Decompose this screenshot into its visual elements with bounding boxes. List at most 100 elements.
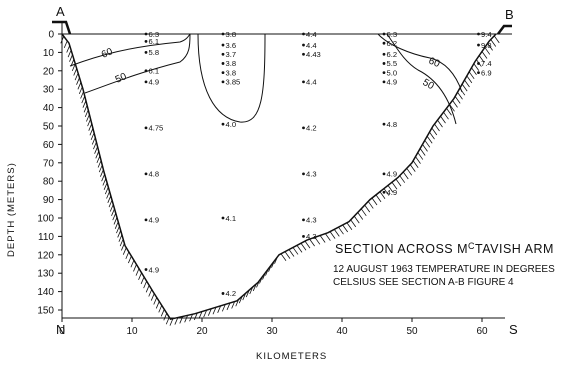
station-readings: 6.36.15.86.14.94.754.84.94.93.83.63.73.8…: [144, 30, 492, 298]
reading-label: 3.7: [226, 50, 237, 59]
label-a: A: [56, 4, 65, 19]
reading-label: 5.0: [387, 68, 398, 77]
reading-dot: [302, 218, 305, 222]
reading-dot: [144, 172, 148, 176]
reading-dot: [144, 69, 148, 73]
reading-label: 4.43: [306, 50, 321, 59]
reading-dot: [382, 32, 386, 36]
reading-dot: [221, 62, 225, 65]
reading-label: 4.4: [306, 30, 317, 39]
reading-point: 4.2: [302, 124, 317, 133]
reading-label: 4.8: [149, 170, 160, 179]
reading-label: 4.0: [226, 120, 237, 129]
reading-dot: [382, 80, 386, 84]
reading-point: 4.4: [302, 30, 317, 39]
isotherm-right-60: [377, 33, 463, 93]
bottom-profile: [60, 33, 500, 326]
reading-label: 6.2: [387, 39, 398, 48]
y-tick-label: 30: [43, 85, 55, 96]
reading-dot: [302, 32, 305, 36]
reading-label: 4.9: [149, 78, 160, 87]
reading-point: 5.0: [382, 68, 398, 77]
reading-point: 4.9: [382, 170, 398, 179]
reading-dot: [382, 190, 386, 194]
reading-label: 6.1: [149, 37, 160, 46]
reading-point: 4.1: [221, 214, 236, 223]
reading-dot: [302, 126, 305, 130]
reading-point: 4.9: [382, 78, 397, 87]
reading-point: 4.9: [382, 188, 397, 197]
reading-label: 4.2: [226, 289, 237, 298]
reading-label: 6.3: [149, 30, 160, 39]
reading-dot: [302, 52, 305, 56]
reading-point: 3.8: [221, 68, 237, 77]
reading-dot: [221, 216, 225, 220]
y-tick-label: 40: [43, 103, 55, 114]
reading-point: 4.9: [144, 216, 160, 225]
reading-point: 4.0: [221, 120, 237, 129]
y-tick-label: 110: [38, 232, 54, 243]
reading-label: 3.8: [226, 68, 237, 77]
reading-point: 4.9: [144, 78, 160, 87]
y-tick-label: 100: [37, 214, 54, 225]
reading-point: 3.7: [221, 50, 237, 59]
reading-label: 3.6: [226, 41, 237, 50]
reading-dot: [144, 80, 148, 84]
reading-dot: [302, 80, 305, 84]
reading-label: 5.8: [149, 48, 160, 57]
reading-dot: [382, 172, 386, 176]
reading-point: 4.8: [144, 170, 160, 179]
reading-label: 5.5: [387, 59, 398, 68]
right-cap: [497, 24, 512, 35]
isotherm-left-60: [69, 33, 191, 67]
reading-label: 4.2: [306, 124, 317, 133]
isotherm-label-left-50: 50: [114, 71, 129, 86]
reading-label: 7.4: [481, 59, 492, 68]
y-tick-labels: 0 10 20 30 40 50 60 70 80 90 100 110 120 130 140 150: [37, 30, 62, 317]
reading-dot: [144, 268, 148, 271]
reading-point: 6.2: [382, 39, 398, 48]
reading-label: 4.9: [149, 216, 160, 225]
reading-dot: [144, 218, 148, 222]
reading-point: 4.8: [382, 120, 397, 129]
y-tick-label: 20: [43, 66, 55, 77]
label-n: N: [56, 322, 65, 337]
x-tick-label: 40: [336, 326, 348, 337]
reading-dot: [221, 52, 225, 56]
reading-point: 4.75: [144, 124, 163, 133]
x-tick-label: 30: [266, 326, 278, 337]
reading-dot: [221, 32, 225, 36]
reading-dot: [221, 43, 225, 47]
x-tick-label: 10: [126, 326, 138, 337]
reading-point: 9.4: [477, 30, 492, 39]
reading-point: 3.8: [221, 30, 237, 39]
reading-label: 6.1: [149, 67, 160, 76]
reading-dot: [302, 235, 305, 238]
reading-label: 4.9: [387, 170, 398, 179]
reading-point: 4.43: [302, 50, 321, 59]
isotherm-label-left-60: 60: [100, 46, 115, 61]
reading-label: 3.8: [226, 30, 237, 39]
bottom-hatching: [60, 35, 500, 326]
isotherm-label-right-60: 60: [427, 56, 442, 71]
isotherm-center-40: [197, 33, 266, 123]
x-tick-label: 0: [59, 326, 65, 337]
y-axis-title: DEPTH (METERS): [6, 162, 17, 257]
reading-dot: [382, 62, 386, 65]
y-tick-label: 120: [37, 250, 54, 261]
reading-label: 9.4: [481, 30, 492, 39]
isotherms: [69, 33, 463, 125]
reading-point: 5.8: [144, 48, 160, 57]
isotherm-label-right-50: 50: [421, 77, 437, 92]
reading-dot: [382, 52, 386, 56]
reading-dot: [477, 32, 480, 36]
reading-point: 4.4: [302, 41, 317, 50]
x-tick-label: 60: [476, 326, 488, 337]
x-tick-label: 20: [196, 326, 208, 337]
reading-label: 3.8: [226, 59, 237, 68]
y-tick-label: 10: [43, 48, 55, 59]
y-tick-label: 0: [48, 30, 54, 41]
reading-dot: [221, 122, 225, 126]
reading-point: 4.9: [144, 265, 159, 274]
